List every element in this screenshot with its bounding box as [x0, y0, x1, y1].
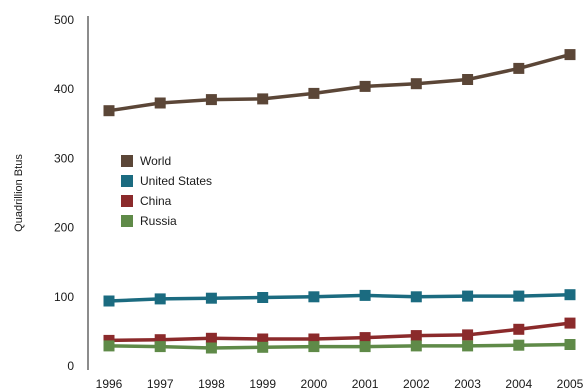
- data-point-marker: [103, 340, 115, 352]
- data-point-marker: [564, 49, 576, 61]
- x-tick-label: 1996: [96, 377, 123, 391]
- y-tick-labels: 0 100 200 300 400 500: [54, 13, 74, 373]
- data-point-marker: [513, 290, 525, 302]
- data-point-marker: [410, 78, 422, 90]
- data-point-marker: [103, 105, 115, 117]
- legend-item: World: [121, 154, 171, 168]
- series-world: [103, 49, 576, 117]
- x-tick-label: 1998: [198, 377, 225, 391]
- data-point-marker: [257, 333, 269, 345]
- axes: Quadrillion Btus: [13, 16, 89, 370]
- legend-swatch: [121, 175, 133, 187]
- series-china: [103, 317, 576, 346]
- series-lines: [103, 49, 576, 354]
- data-point-marker: [513, 62, 525, 74]
- data-point-marker: [154, 334, 166, 346]
- data-point-marker: [410, 340, 422, 352]
- data-point-marker: [513, 323, 525, 335]
- legend-swatch: [121, 195, 133, 207]
- x-tick-label: 1997: [147, 377, 174, 391]
- series-line: [108, 321, 571, 343]
- y-tick-label: 100: [54, 290, 74, 304]
- data-point-marker: [359, 332, 371, 344]
- legend-label: China: [140, 194, 172, 208]
- data-point-marker: [462, 74, 474, 85]
- x-tick-label: 2005: [557, 377, 584, 391]
- y-tick-label: 0: [67, 359, 74, 373]
- data-point-marker: [462, 340, 474, 352]
- data-point-marker: [205, 94, 217, 106]
- data-point-marker: [462, 290, 474, 302]
- y-axis-title: Quadrillion Btus: [13, 154, 25, 232]
- data-point-marker: [410, 330, 422, 342]
- legend: World United States China Russia: [121, 154, 212, 228]
- series-russia: [103, 339, 576, 354]
- data-point-marker: [308, 291, 320, 303]
- x-tick-labels: 1996 1997 1998 1999 2000 2001 2002 2003 2004 2005: [96, 377, 584, 391]
- x-tick-label: 1999: [249, 377, 276, 391]
- x-tick-label: 2002: [403, 377, 430, 391]
- legend-item: United States: [121, 174, 212, 188]
- x-tick-label: 2003: [454, 377, 481, 391]
- data-point-marker: [154, 293, 166, 305]
- data-point-marker: [205, 342, 217, 354]
- legend-item: Russia: [121, 214, 177, 228]
- legend-label: World: [140, 154, 171, 168]
- data-point-marker: [462, 329, 474, 341]
- data-point-marker: [359, 341, 371, 353]
- legend-label: Russia: [140, 214, 177, 228]
- y-tick-label: 400: [54, 82, 74, 96]
- y-tick-label: 300: [54, 151, 74, 165]
- data-point-marker: [257, 341, 269, 353]
- data-point-marker: [513, 339, 525, 351]
- legend-label: United States: [140, 174, 212, 188]
- series-line: [108, 342, 571, 350]
- legend-item: China: [121, 194, 172, 208]
- data-point-marker: [308, 87, 320, 99]
- data-point-marker: [257, 292, 269, 303]
- data-point-marker: [308, 341, 320, 353]
- data-point-marker: [205, 292, 217, 304]
- data-point-marker: [257, 93, 269, 105]
- x-tick-label: 2000: [301, 377, 328, 391]
- data-point-marker: [205, 332, 217, 344]
- x-tick-label: 2001: [352, 377, 379, 391]
- data-point-marker: [154, 97, 166, 109]
- series-united-states: [103, 289, 576, 307]
- legend-swatch: [121, 215, 133, 227]
- data-point-marker: [308, 333, 320, 345]
- data-point-marker: [359, 289, 371, 301]
- legend-swatch: [121, 155, 133, 167]
- series-line: [108, 52, 571, 113]
- data-point-marker: [410, 291, 422, 303]
- data-point-marker: [103, 295, 115, 307]
- x-tick-label: 2004: [505, 377, 532, 391]
- series-line: [108, 292, 571, 303]
- y-tick-label: 500: [54, 13, 74, 27]
- data-point-marker: [359, 80, 371, 92]
- data-point-marker: [564, 339, 576, 350]
- data-point-marker: [154, 341, 166, 353]
- data-point-marker: [564, 317, 576, 329]
- y-tick-label: 200: [54, 221, 74, 235]
- data-point-marker: [564, 289, 576, 301]
